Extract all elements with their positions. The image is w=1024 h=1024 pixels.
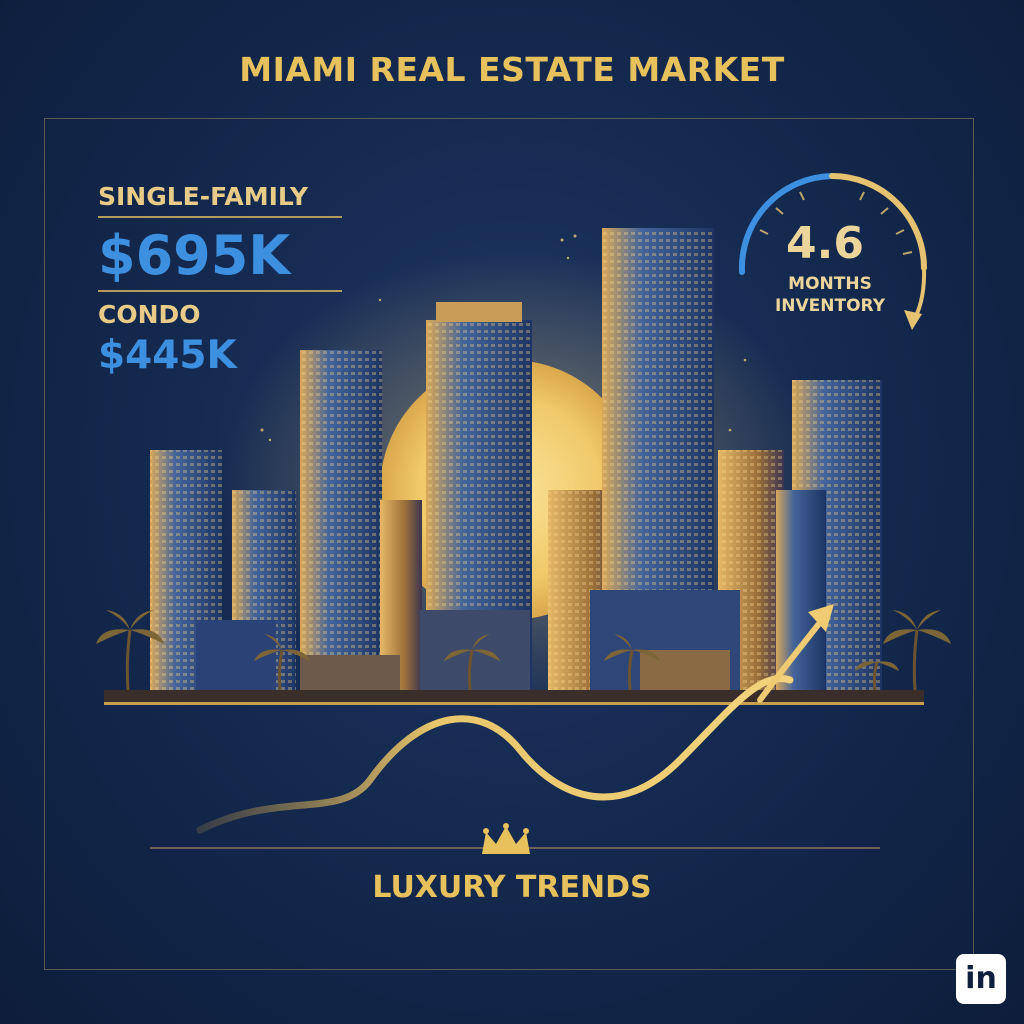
inventory-caption: MONTHS INVENTORY [760,273,900,317]
luxury-trends-label: LUXURY TRENDS [372,870,652,905]
single-family-label: SINGLE-FAMILY [98,182,309,211]
linkedin-icon[interactable]: in [956,954,1006,1004]
building [776,490,826,690]
page-title: MIAMI REAL ESTATE MARKET [239,50,785,89]
content-frame [44,118,974,970]
inventory-caption-line2: INVENTORY [774,296,886,316]
condo-price: $445K [98,333,237,378]
trend-line [196,675,794,834]
trend-arrow-icon [757,604,834,703]
divider [98,216,342,218]
gauge-icon [738,173,927,330]
inventory-caption-line1: MONTHS [788,274,872,294]
divider [98,290,342,292]
ground [104,690,924,704]
price-stats: SINGLE-FAMILY $695K CONDO $445K [98,180,348,380]
single-family-price: $695K [98,224,291,287]
inventory-value: 4.6 [786,218,864,269]
crown-icon [482,823,530,854]
condo-label: CONDO [98,300,201,329]
palm-trees [125,629,919,691]
